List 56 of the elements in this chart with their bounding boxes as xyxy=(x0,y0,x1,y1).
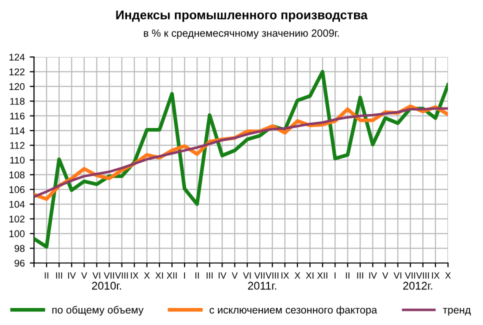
x-tick-label: V xyxy=(382,272,388,279)
chart-title: Индексы промышленного производства xyxy=(116,10,368,22)
y-tick-label: 116 xyxy=(10,112,25,120)
x-tick-label: V xyxy=(232,272,238,279)
x-tick-label: III xyxy=(56,272,62,279)
x-tick-label: II xyxy=(346,272,350,279)
legend-label: с исключением сезонного фактора xyxy=(210,306,378,316)
text: 2010г. xyxy=(92,282,121,290)
x-tick-label: X xyxy=(445,272,451,279)
x-tick-label: VII xyxy=(254,272,265,279)
y-tick-label: 122 xyxy=(9,68,24,76)
legend-label: тренд xyxy=(442,308,471,316)
x-tick-label: IX xyxy=(130,272,138,279)
x-tick-label: XI xyxy=(306,272,314,279)
x-tick-label: VIII xyxy=(266,272,278,279)
x-tick-label: II xyxy=(44,272,48,279)
y-tick-label: 124 xyxy=(9,54,25,61)
x-tick-label: III xyxy=(357,272,364,279)
y-tick-label: 110 xyxy=(10,156,25,164)
y-tick-label: 108 xyxy=(9,171,25,178)
x-tick-label: I xyxy=(334,272,336,279)
y-tick-label: 118 xyxy=(10,98,25,105)
x-tick-label: II xyxy=(195,272,199,279)
x-tick-label: I xyxy=(184,272,185,279)
y-tick-label: 104 xyxy=(9,200,25,208)
x-tick-label: VII xyxy=(404,272,416,279)
y-tick-label: 98 xyxy=(14,245,25,252)
x-tick-label: X xyxy=(144,272,150,279)
y-tick-label: 112 xyxy=(10,142,24,149)
x-tick-label: XII xyxy=(317,272,328,279)
x-tick-label: IV xyxy=(68,272,76,279)
x-tick-label: VI xyxy=(92,272,100,279)
x-tick-label: IV xyxy=(369,272,377,279)
x-tick-label: IX xyxy=(281,272,289,279)
x-tick-label: XII xyxy=(166,272,177,279)
legend-label: по общему объему xyxy=(52,306,144,316)
chart-subtitle: в % к среднемесячному значению 2009г. xyxy=(144,29,339,39)
text: 2011г. xyxy=(248,282,276,290)
x-tick-label: XI xyxy=(155,272,163,279)
y-tick-label: 106 xyxy=(9,186,25,194)
x-tick-label: VIII xyxy=(115,272,128,279)
x-tick-label: X xyxy=(294,272,300,279)
x-tick-label: VIII xyxy=(416,272,429,279)
x-tick-label: VI xyxy=(243,272,251,279)
y-tick-label: 96 xyxy=(14,260,25,267)
y-tick-label: 100 xyxy=(9,230,25,238)
x-tick-label: IX xyxy=(432,272,440,279)
x-tick-label: VI xyxy=(394,272,402,279)
x-tick-label: IV xyxy=(218,272,226,279)
x-tick-label: III xyxy=(206,272,213,279)
x-tick-label: VII xyxy=(104,272,114,279)
x-tick-label: V xyxy=(81,272,88,279)
text: 2012г. xyxy=(403,282,432,290)
y-tick-label: 114 xyxy=(10,127,25,134)
y-tick-label: 102 xyxy=(9,216,24,222)
y-tick-label: 120 xyxy=(9,83,25,90)
